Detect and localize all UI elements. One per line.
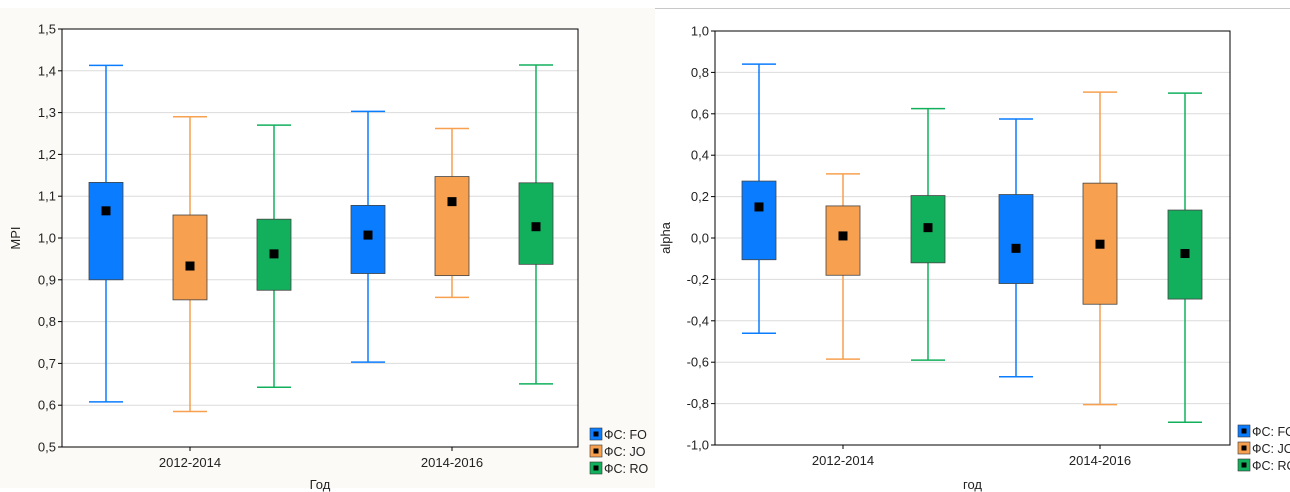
- mean-marker: [1180, 249, 1190, 259]
- mean-marker: [923, 223, 933, 233]
- mpi-chart-panel: 0,5 0,6 0,7 0,8 0,9 1,0 1,1 1,2 1,3 1,4 1,5 2012-20…: [8, 21, 649, 492]
- alpha-box-chart: -1,0 -0,8 -0,6 -0,4 -0,2 0,0 0,2 0,4 0,6 0,8 1,0 20…: [658, 24, 1290, 492]
- x-category-label: 2014-2016: [421, 455, 483, 470]
- legend-marker: [593, 465, 599, 471]
- legend-marker: [1241, 445, 1247, 451]
- mean-marker: [447, 197, 457, 207]
- y-tick-label: 1,1: [38, 189, 56, 204]
- mean-marker: [101, 206, 111, 216]
- y-tick-label: 1,0: [38, 231, 56, 246]
- box: [88, 182, 124, 281]
- y-tick-label: -1,0: [687, 438, 709, 453]
- alpha-chart-top-border: [655, 8, 1290, 9]
- mpi-box-chart: 0,5 0,6 0,7 0,8 0,9 1,0 1,1 1,2 1,3 1,4 1,5 2012-20…: [8, 22, 649, 492]
- legend-label: ФС: FO: [1252, 425, 1290, 439]
- mean-marker: [363, 230, 373, 240]
- y-tick-label: 1,5: [38, 22, 56, 37]
- legend-marker: [1241, 428, 1247, 434]
- x-category-label: 2012-2014: [812, 453, 874, 468]
- y-axis-label: MPI: [8, 226, 23, 249]
- mean-marker: [1011, 243, 1021, 253]
- legend-label: ФС: JO: [604, 445, 646, 459]
- legend-marker: [1241, 462, 1247, 468]
- y-tick-label: 1,3: [38, 105, 56, 120]
- mean-marker: [269, 249, 279, 259]
- mean-marker: [838, 231, 848, 241]
- y-tick-label: -0,2: [687, 272, 709, 287]
- box: [434, 176, 470, 277]
- box: [825, 205, 861, 276]
- legend-marker: [593, 431, 599, 437]
- mean-marker: [1095, 239, 1105, 249]
- box: [741, 180, 777, 261]
- plot-frame: [61, 28, 579, 448]
- x-category-label: 2014-2016: [1069, 453, 1131, 468]
- y-tick-label: 1,2: [38, 147, 56, 162]
- legend-marker: [593, 448, 599, 454]
- y-tick-label: 0,5: [38, 440, 56, 455]
- x-category-label: 2012-2014: [159, 455, 221, 470]
- y-tick-label: 0,8: [38, 314, 56, 329]
- plot-frame: [714, 30, 1231, 446]
- y-tick-label: 0,6: [691, 106, 709, 121]
- legend-label: ФС: RO: [604, 462, 649, 476]
- x-axis-label: год: [963, 477, 982, 492]
- box: [998, 194, 1034, 284]
- box: [172, 214, 208, 301]
- y-tick-label: 0,8: [691, 65, 709, 80]
- legend-label: ФС: FO: [604, 428, 647, 442]
- y-tick-label: -0,4: [687, 313, 709, 328]
- mean-marker: [754, 202, 764, 212]
- y-tick-label: -0,6: [687, 355, 709, 370]
- y-tick-label: 0,9: [38, 272, 56, 287]
- mean-marker: [185, 261, 195, 271]
- y-tick-label: 0,4: [691, 148, 709, 163]
- x-axis-label: Год: [310, 477, 331, 492]
- y-axis-label: alpha: [658, 221, 673, 254]
- y-tick-label: -0,8: [687, 396, 709, 411]
- y-tick-label: 0,2: [691, 189, 709, 204]
- mean-marker: [531, 222, 541, 232]
- y-tick-label: 0,0: [691, 231, 709, 246]
- y-tick-label: 0,6: [38, 398, 56, 413]
- alpha-chart-panel: -1,0 -0,8 -0,6 -0,4 -0,2 0,0 0,2 0,4 0,6 0,8 1,0 20…: [655, 0, 1290, 492]
- y-tick-label: 0,7: [38, 356, 56, 371]
- y-tick-label: 1,4: [38, 63, 56, 78]
- y-tick-label: 1,0: [691, 24, 709, 39]
- legend-label: ФС: JO: [1252, 442, 1290, 456]
- legend-label: ФС: RO: [1252, 459, 1290, 473]
